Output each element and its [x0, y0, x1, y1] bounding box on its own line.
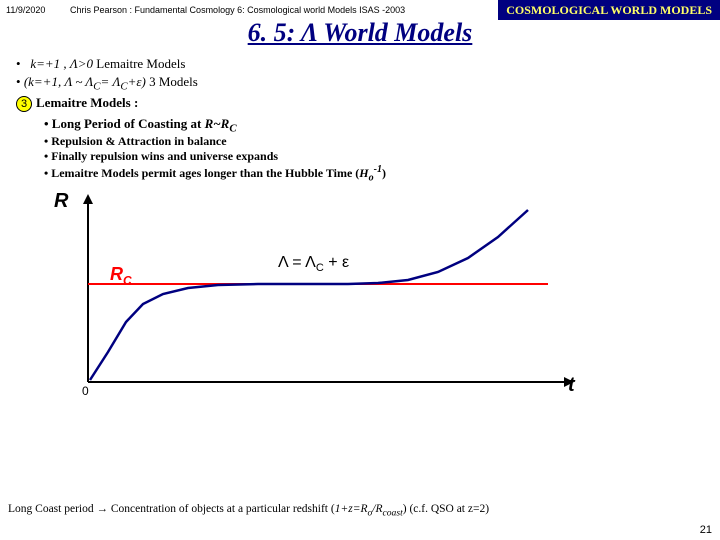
circled-number: 3 [16, 96, 32, 112]
axis-origin: 0 [82, 384, 89, 398]
bullet-1-text: Lemaitre Models [93, 56, 185, 71]
curve-label: Λ = ΛC + ε [278, 254, 349, 274]
y-axis-arrow [83, 194, 93, 204]
axis-label-rc: RC [110, 264, 132, 288]
footnote-ital: 1+z=R [335, 503, 368, 515]
sub-2c-b: H [359, 166, 368, 180]
sub-1-text: • Long Period of Coasting at [44, 116, 205, 131]
footnote: Long Coast period → Concentration of obj… [8, 503, 712, 518]
axis-label-x: t [568, 374, 575, 397]
page-number: 21 [700, 524, 712, 536]
bullet-2-b: = Λ [100, 74, 120, 89]
footnote-sub2: coast [383, 507, 403, 518]
bullet-list: k=+1 , Λ>0 Lemaitre Models (k=+1, Λ ~ ΛC… [0, 56, 720, 184]
bullet-2-text: 3 Models [146, 74, 198, 89]
sub-bullet-2c: • Lemaitre Models permit ages longer tha… [16, 164, 720, 183]
sub-2c-sup: -1 [374, 164, 382, 175]
lemaitre-graph: R RC Λ = ΛC + ε 0 t [48, 192, 608, 402]
footnote-b: ) (c.f. QSO at z=2) [403, 503, 489, 515]
bullet-3: 3 Lemaitre Models : [16, 95, 720, 112]
footnote-a: Long Coast period → Concentration of obj… [8, 503, 335, 515]
bullet-2-c: +ε) [128, 74, 146, 89]
bullet-3-heading: Lemaitre Models : [36, 95, 138, 110]
lemaitre-curve [90, 210, 528, 380]
bullet-1: k=+1 , Λ>0 Lemaitre Models [16, 56, 720, 72]
sub-2c-a: • Lemaitre Models permit ages longer tha… [44, 166, 359, 180]
header-course: Chris Pearson : Fundamental Cosmology 6:… [70, 5, 498, 15]
bullet-1-math: k=+1 , Λ>0 [30, 56, 93, 71]
sub-bullet-1: • Long Period of Coasting at R~RC [16, 116, 720, 135]
sub-bullet-2a: • Repulsion & Attraction in balance [16, 134, 720, 149]
footnote-mid: /R [372, 503, 382, 515]
bullet-2-a: (k=+1, Λ ~ Λ [24, 74, 93, 89]
header-date: 11/9/2020 [0, 5, 70, 15]
slide-title: 6. 5: Λ World Models [0, 18, 720, 48]
header-banner: COSMOLOGICAL WORLD MODELS [498, 0, 720, 20]
bullet-2: (k=+1, Λ ~ ΛC= ΛC+ε) 3 Models [16, 74, 720, 93]
axis-label-y: R [54, 190, 68, 213]
sub-1-ital: R~R [205, 116, 230, 131]
sub-2c-end: ) [382, 166, 386, 180]
sub-bullet-2b: • Finally repulsion wins and universe ex… [16, 149, 720, 164]
graph-svg [48, 192, 608, 402]
